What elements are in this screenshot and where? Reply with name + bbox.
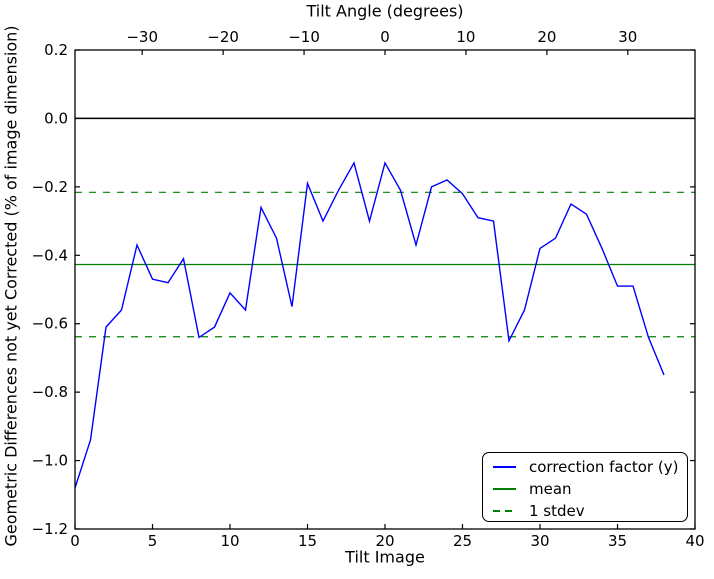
x-tick-label: 35	[608, 532, 627, 550]
legend-label: mean	[529, 479, 572, 498]
top-tick-label: −10	[288, 28, 320, 46]
top-tick-label: −30	[126, 28, 158, 46]
y-tick-label: −0.2	[32, 178, 68, 196]
x-tick-label: 15	[298, 532, 317, 550]
data-line-correction-factor	[74, 161, 665, 489]
top-axis-title: Tilt Angle (degrees)	[306, 1, 464, 21]
legend-item-correction-factor: correction factor (y)	[483, 456, 687, 478]
x-tick-label: 5	[148, 532, 158, 550]
x-axis-title: Tilt Image	[345, 547, 425, 567]
y-tick-label: −0.6	[32, 315, 68, 333]
legend: correction factor (y) mean 1 stdev	[482, 452, 688, 522]
x-tick-label: 10	[220, 532, 239, 550]
legend-item-stdev: 1 stdev	[483, 500, 687, 522]
legend-label: 1 stdev	[529, 501, 585, 520]
top-tick-label: −20	[207, 28, 239, 46]
x-tick-label: 40	[685, 532, 704, 550]
x-tick-label: 30	[530, 532, 549, 550]
top-tick-label: 30	[618, 28, 637, 46]
top-tick-label: 10	[456, 28, 475, 46]
x-tick-label: 20	[375, 532, 394, 550]
legend-item-mean: mean	[483, 478, 687, 500]
legend-label: correction factor (y)	[529, 457, 679, 476]
green-dashed-line-sample-icon	[493, 510, 516, 512]
x-tick-label: 25	[453, 532, 472, 550]
y-axis-title: Geometric Differences not yet Corrected …	[1, 25, 21, 547]
green-line-sample-icon	[493, 488, 516, 490]
y-tick-label: 0.0	[44, 109, 68, 127]
x-tick-label: 0	[70, 532, 80, 550]
blue-line-sample-icon	[493, 466, 516, 468]
y-tick-label: −1.0	[32, 452, 68, 470]
top-tick-label: 20	[537, 28, 556, 46]
top-tick-label: 0	[380, 28, 390, 46]
y-tick-label: −0.8	[32, 383, 68, 401]
y-tick-label: −1.2	[32, 520, 68, 538]
y-tick-label: −0.4	[32, 246, 68, 264]
y-tick-label: 0.2	[44, 41, 68, 59]
